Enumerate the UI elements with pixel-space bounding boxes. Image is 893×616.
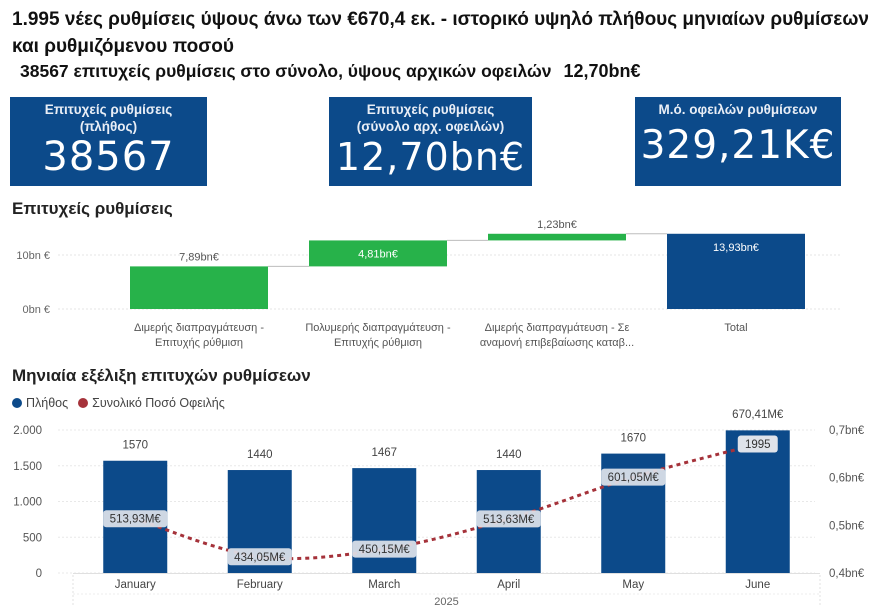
monthly-x-tick: April	[497, 579, 520, 591]
monthly-amount-label-box	[352, 540, 417, 558]
headline-summary: 38567 επιτυχείς ρυθμίσεις στο σύνολο, ύψ…	[20, 58, 890, 85]
monthly-y-left-tick: 2.000	[13, 425, 42, 437]
waterfall-category-label: Πολυμερής διαπραγμάτευση -	[305, 322, 451, 334]
waterfall-bar	[309, 240, 447, 267]
monthly-bar-label: 1467	[371, 447, 397, 459]
kpi-value: 329,21K€	[640, 123, 836, 168]
kpi-value: 38567	[42, 134, 175, 180]
monthly-amount-label-box	[227, 548, 292, 566]
legend-label: Συνολικό Ποσό Οφειλής	[92, 396, 225, 410]
monthly-amount-label: 434,05M€	[234, 552, 286, 564]
legend-item-count: Πλήθος	[12, 396, 68, 410]
monthly-x-tick: January	[115, 579, 156, 591]
kpi-card-total-debt: Επιτυχείς ρυθμίσεις (σύνολο αρχ. οφειλών…	[329, 97, 532, 186]
waterfall-category-label: Διμερής διαπραγμάτευση -	[134, 322, 264, 334]
monthly-bar-label: 1995	[745, 439, 771, 451]
waterfall-data-label: 4,81bn€	[358, 248, 398, 260]
waterfall-bar	[488, 233, 626, 241]
waterfall-data-label: 1,23bn€	[537, 219, 577, 231]
monthly-amount-label: 513,63M€	[483, 514, 535, 526]
monthly-bar-label: 1670	[620, 433, 646, 445]
monthly-y-left-tick: 0	[36, 568, 42, 580]
kpi-card-average-debt: Μ.ό. οφειλών ρυθμίσεων 329,21K€	[635, 97, 841, 186]
monthly-amount-label: 670,41M€	[732, 409, 784, 421]
monthly-y-left-tick: 500	[23, 532, 42, 544]
kpi-label: Μ.ό. οφειλών ρυθμίσεων	[658, 102, 818, 117]
monthly-x-tick: June	[745, 579, 770, 591]
waterfall-category-label: Επιτυχής ρύθμιση	[334, 337, 422, 349]
monthly-amount-label: 450,15M€	[359, 544, 411, 556]
headline-main: 1.995 νέες ρυθμίσεις ύψους άνω των €670,…	[12, 9, 869, 57]
kpi-card-count: Επιτυχείς ρυθμίσεις (πλήθος) 38567	[10, 97, 207, 186]
monthly-x-tick: March	[368, 579, 400, 591]
waterfall-title: Επιτυχείς ρυθμίσεις	[12, 199, 173, 218]
waterfall-y-tick: 0bn €	[22, 304, 50, 316]
monthly-y-right-tick: 0,6bn€	[829, 473, 865, 485]
waterfall-category-label: αναμονή επιβεβαίωσης καταβ...	[480, 337, 634, 349]
waterfall-bar	[667, 233, 805, 309]
monthly-bar	[725, 430, 790, 573]
monthly-title: Μηνιαία εξέλιξη επιτυχών ρυθμίσεων	[12, 366, 311, 385]
monthly-y-right-tick: 0,5bn€	[829, 520, 865, 532]
waterfall-category-label: Total	[724, 322, 747, 334]
monthly-bar-label: 1570	[122, 440, 148, 452]
legend-item-amount: Συνολικό Ποσό Οφειλής	[78, 396, 225, 410]
kpi-label: Επιτυχείς ρυθμίσεις (πλήθος)	[44, 102, 173, 134]
waterfall-data-label: 7,89bn€	[179, 251, 219, 263]
monthly-bar-label: 1440	[496, 449, 522, 461]
monthly-x-tick: February	[237, 579, 283, 591]
monthly-legend: Πλήθος Συνολικό Ποσό Οφειλής	[12, 396, 235, 410]
waterfall-category-label: Επιτυχής ρύθμιση	[155, 337, 243, 349]
kpi-label: Επιτυχείς ρυθμίσεις (σύνολο αρχ. οφειλών…	[356, 102, 505, 134]
monthly-x-group-label: 2025	[434, 596, 458, 608]
monthly-y-right-tick: 0,4bn€	[829, 568, 865, 580]
legend-dot-icon	[12, 398, 22, 408]
waterfall-category-label: Διμερής διαπραγμάτευση - Σε	[485, 322, 630, 334]
monthly-amount-label: 601,05M€	[608, 472, 660, 484]
legend-label: Πλήθος	[26, 396, 69, 410]
kpi-value: 12,70bn€	[335, 135, 526, 179]
monthly-amount-label: 513,93M€	[110, 514, 162, 526]
headline-summary-text: 38567 επιτυχείς ρυθμίσεις στο σύνολο, ύψ…	[20, 61, 552, 81]
monthly-amount-label-box	[476, 510, 541, 528]
waterfall-bar	[130, 266, 268, 309]
monthly-x-tick: May	[622, 579, 644, 591]
monthly-amount-label-box	[103, 510, 168, 528]
monthly-y-right-tick: 0,7bn€	[829, 425, 865, 437]
waterfall-data-label: 13,93bn€	[713, 242, 759, 254]
monthly-bar-label-box	[737, 435, 778, 453]
headline-summary-amount: 12,70bn€	[563, 61, 641, 81]
monthly-bar-label: 1440	[247, 449, 273, 461]
waterfall-y-tick: 10bn €	[16, 250, 50, 262]
monthly-y-left-tick: 1.500	[13, 461, 42, 473]
monthly-amount-label-box	[601, 468, 666, 486]
monthly-y-left-tick: 1.000	[13, 497, 42, 509]
legend-dot-icon	[78, 398, 89, 408]
